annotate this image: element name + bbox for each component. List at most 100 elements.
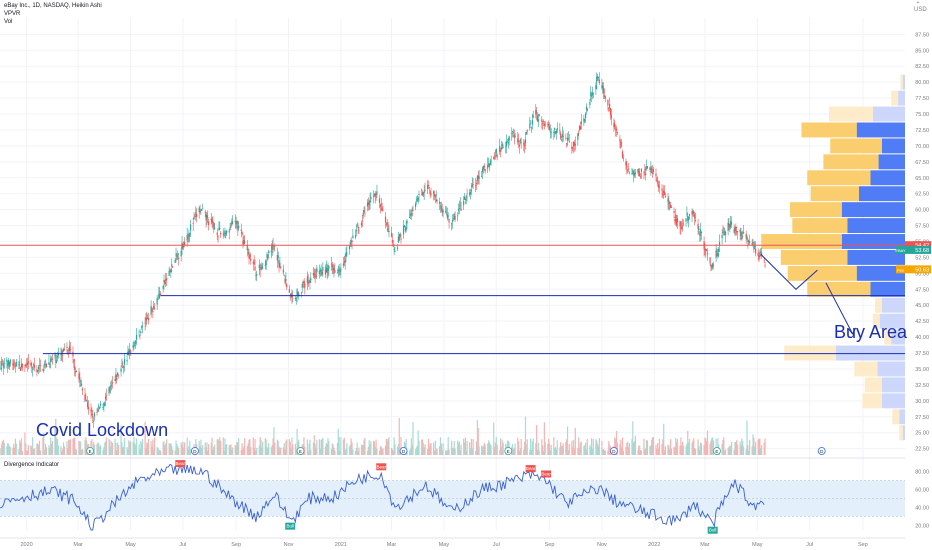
volume-bar <box>342 439 345 455</box>
vol-indicator-label[interactable]: Vol <box>4 19 13 25</box>
candle-body <box>56 355 59 358</box>
candle-body <box>126 359 128 362</box>
volume-profile-up <box>807 170 871 186</box>
candle-body <box>409 214 412 216</box>
candle-body <box>358 229 360 231</box>
candle-body <box>86 400 88 402</box>
candle-body <box>574 143 576 146</box>
volume-bar <box>670 448 673 455</box>
candle-body <box>177 254 179 256</box>
volume-bar <box>493 446 496 455</box>
volume-profile-up <box>854 361 878 377</box>
candle-body <box>171 264 173 267</box>
candle-body <box>633 173 636 176</box>
candle-body <box>15 362 17 366</box>
candle-body <box>195 212 197 214</box>
volume-bar <box>406 450 408 455</box>
candle-body <box>601 85 603 88</box>
candle-body <box>92 416 94 417</box>
candle-body <box>164 282 166 284</box>
volume-bar <box>280 447 282 455</box>
candle-body <box>405 227 407 231</box>
volume-bar <box>513 448 515 455</box>
candle-body <box>430 193 432 195</box>
candle-body <box>481 175 483 177</box>
candle-body <box>96 412 98 413</box>
price-tick-label: 35.00 <box>915 367 929 373</box>
candle-body <box>81 388 84 391</box>
candle-body <box>482 165 485 170</box>
candle-body <box>524 144 526 147</box>
volume-bar <box>530 449 533 455</box>
volume-bar <box>367 446 369 455</box>
candle-body <box>517 138 519 143</box>
volume-bar <box>577 447 579 455</box>
candle-body <box>675 214 677 219</box>
volume-bar <box>286 439 288 455</box>
volume-profile-up <box>900 74 903 90</box>
candle-body <box>350 240 352 242</box>
volume-bar <box>700 443 703 455</box>
divergence-signal-badge <box>541 470 552 478</box>
candle-body <box>99 408 101 410</box>
candle-body <box>700 229 702 234</box>
volume-profile-up <box>864 377 882 393</box>
volume-bar <box>216 439 218 455</box>
price-tick-label: 22.50 <box>915 447 929 453</box>
symbol-title[interactable]: eBay Inc., 1D, NASDAQ, Heikin Ashi <box>4 3 102 9</box>
volume-bar <box>730 445 732 455</box>
candle-body <box>741 237 743 240</box>
candle-body <box>324 269 327 275</box>
volume-bar <box>669 439 672 455</box>
candle-body <box>457 209 460 211</box>
candle-body <box>222 234 224 236</box>
candle-body <box>657 184 660 188</box>
volume-bar <box>153 449 155 455</box>
candle-body <box>550 132 552 134</box>
volume-bar <box>292 444 294 455</box>
volume-bar <box>1 441 4 455</box>
candle-body <box>469 192 471 195</box>
candle-body <box>471 184 473 187</box>
volume-bar <box>366 450 369 455</box>
volume-bar <box>135 444 137 455</box>
volume-bar <box>621 447 623 455</box>
volume-bar <box>307 450 309 455</box>
volume-bar <box>261 447 263 455</box>
volume-bar <box>45 447 47 455</box>
candle-body <box>74 366 76 370</box>
volume-bar <box>649 445 651 455</box>
volume-bar <box>162 442 164 455</box>
candle-body <box>6 359 8 362</box>
volume-bar <box>530 438 532 455</box>
volume-bar <box>336 442 339 455</box>
volume-bar <box>476 420 479 455</box>
candle-body <box>511 133 513 134</box>
candle-body <box>356 225 358 227</box>
volume-bar <box>586 439 588 455</box>
vpvr-indicator-label[interactable]: VPVR <box>4 11 21 17</box>
event-marker <box>399 447 408 455</box>
candle-body <box>212 221 214 223</box>
candle-body <box>294 298 296 299</box>
volume-bar <box>627 441 629 455</box>
volume-bar <box>327 438 329 455</box>
volume-profile-down <box>882 393 905 409</box>
volume-bar <box>232 447 234 455</box>
candle-body <box>400 238 402 240</box>
candle-body <box>519 139 521 142</box>
candle-body <box>764 264 766 266</box>
volume-bar <box>242 448 244 455</box>
volume-bar <box>685 446 687 455</box>
volume-bar <box>571 440 573 455</box>
candle-body <box>204 211 206 213</box>
volume-bar <box>555 449 557 455</box>
candle-body <box>369 200 371 203</box>
volume-bar <box>710 440 712 455</box>
volume-bar <box>256 447 258 455</box>
volume-bar <box>706 441 708 455</box>
volume-bar <box>273 427 275 455</box>
event-marker <box>713 447 721 455</box>
volume-bar <box>362 444 364 455</box>
